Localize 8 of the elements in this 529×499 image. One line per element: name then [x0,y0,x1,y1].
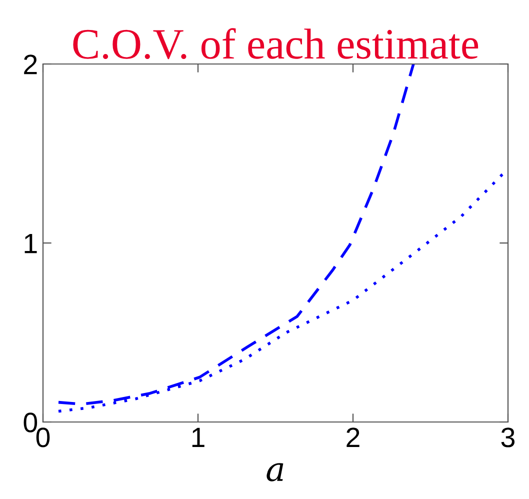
chart-title: C.O.V. of each estimate [73,28,478,60]
x-tick-label: 2 [346,428,360,447]
x-axis-title: a [266,463,284,482]
y-tick-label: 1 [24,234,37,254]
y-tick-label: 0 [24,412,38,432]
x-tick-label: 3 [501,428,515,448]
x-tick-label: 1 [192,428,204,447]
y-tick-label: 2 [24,54,37,74]
